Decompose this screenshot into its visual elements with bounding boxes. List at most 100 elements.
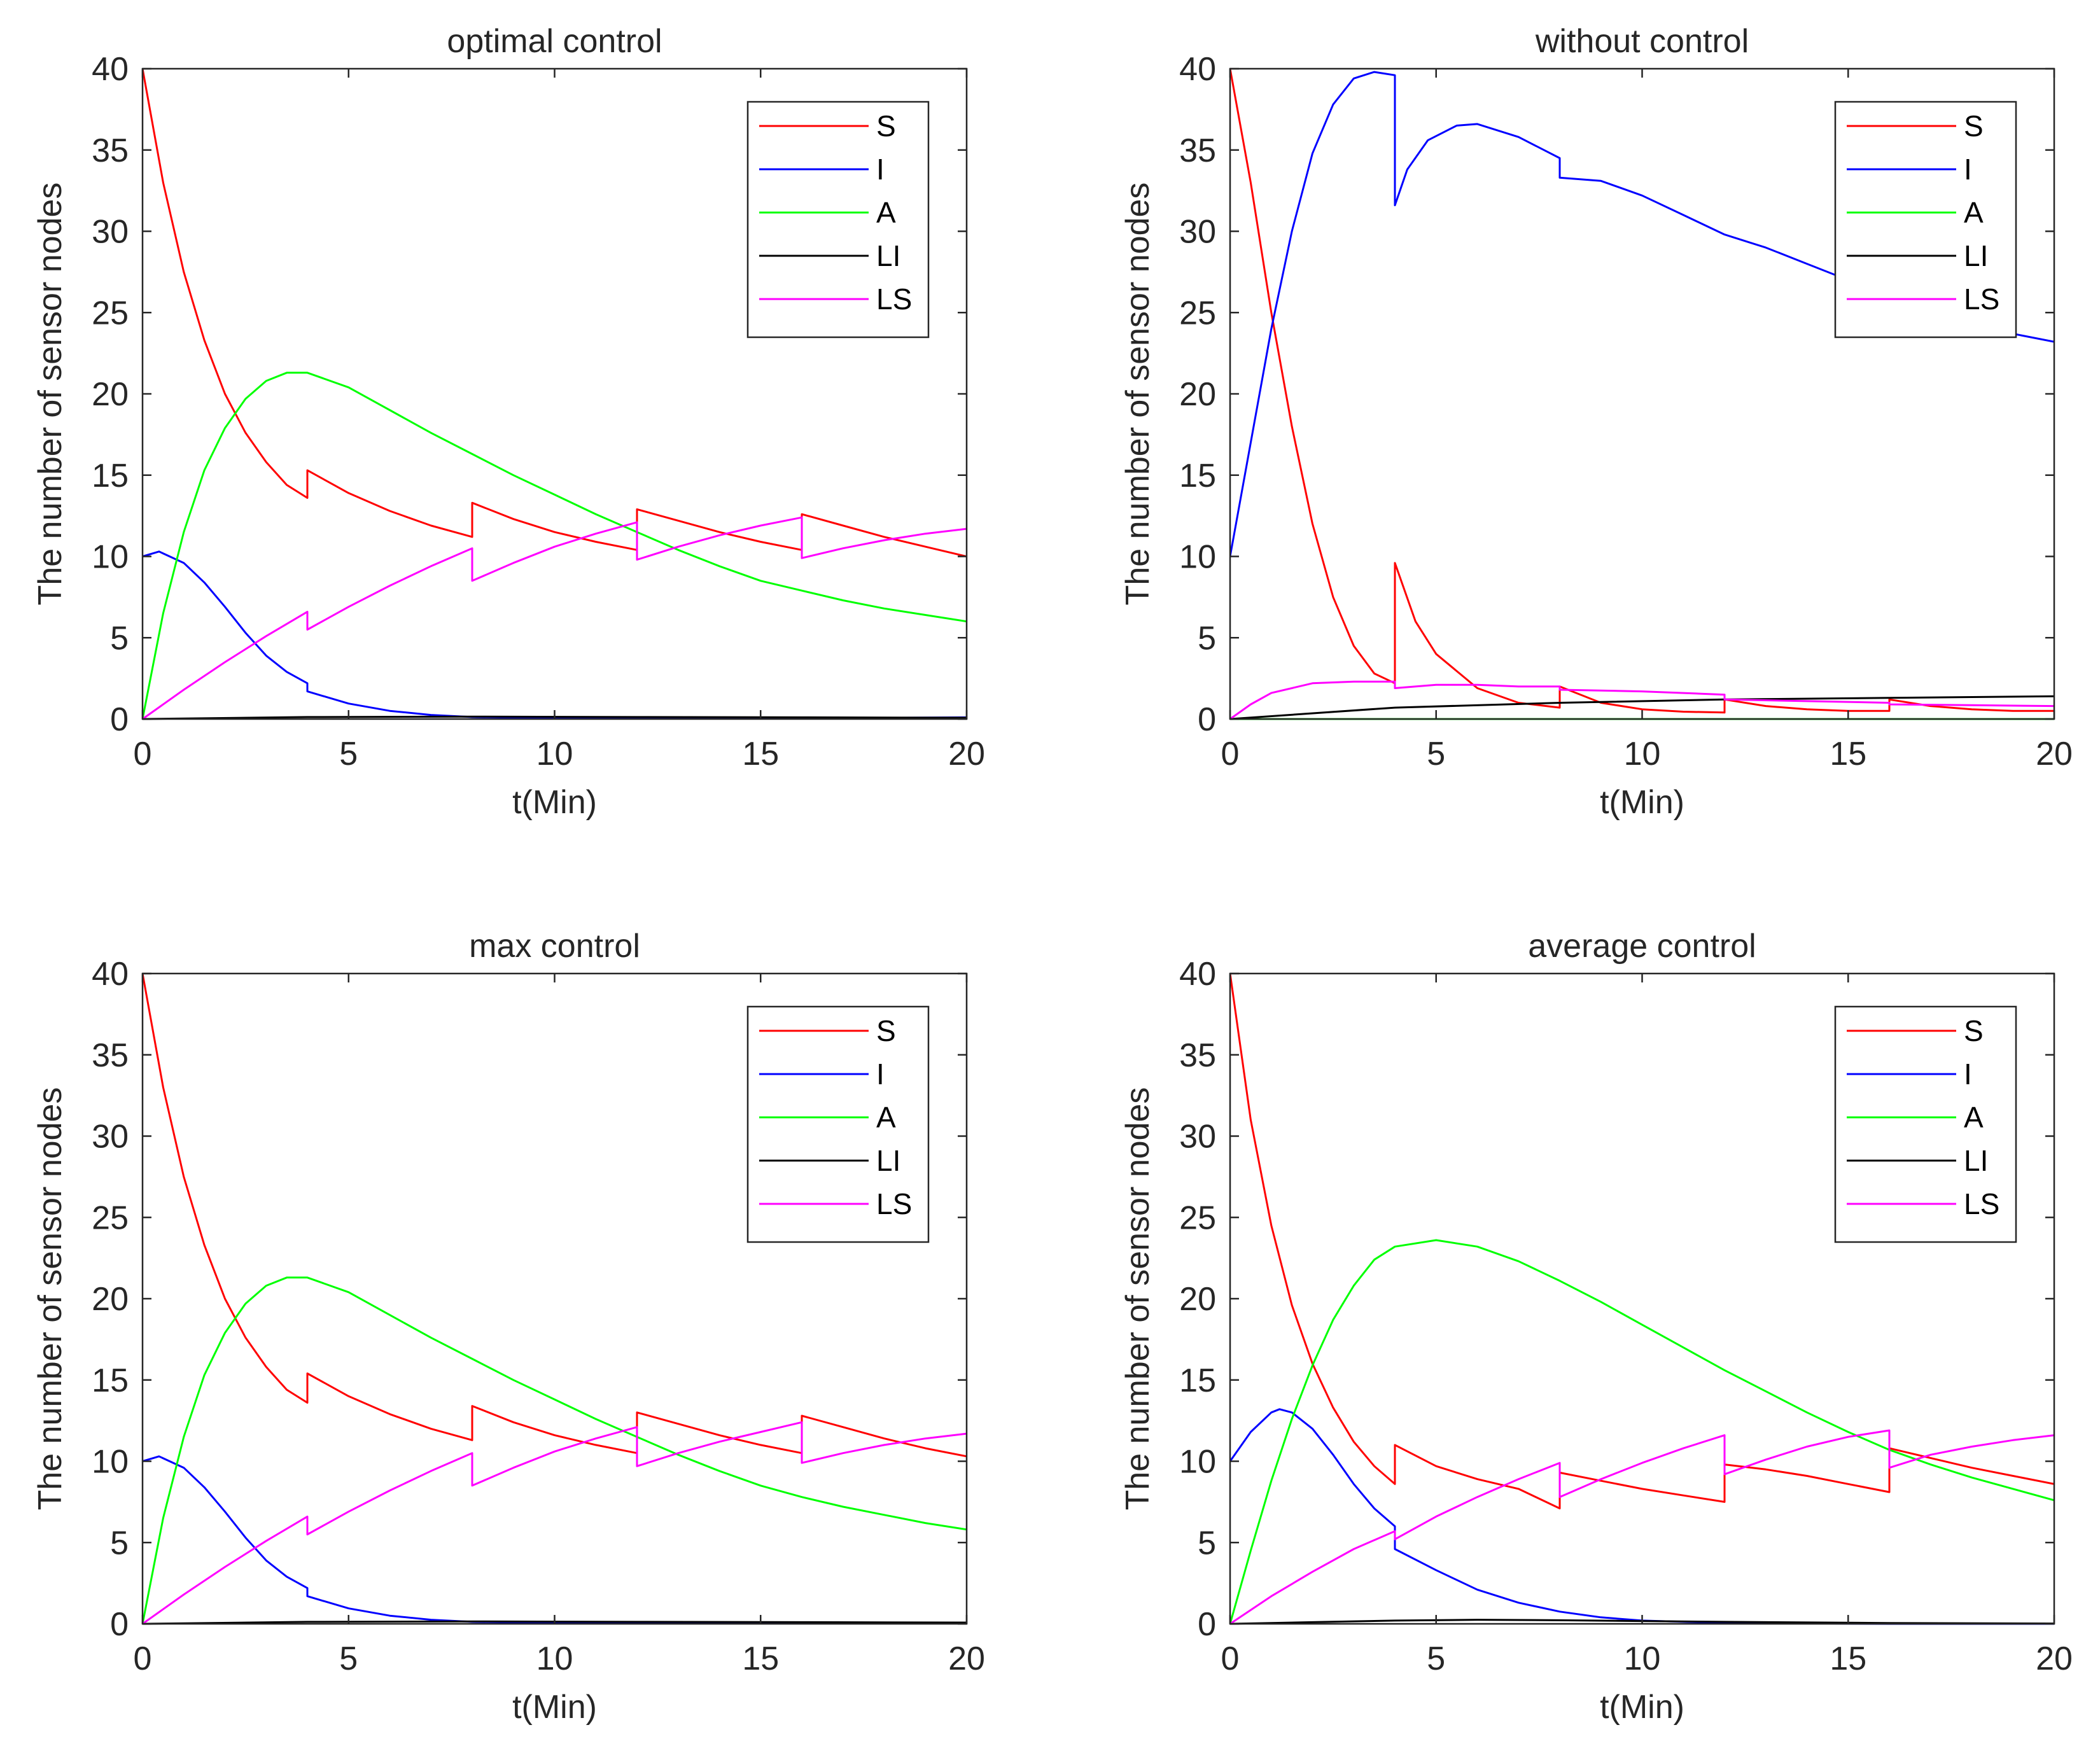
y-tick-label: 30	[1179, 1119, 1216, 1156]
chart-title: without control	[1535, 23, 1749, 60]
legend-label-a: A	[876, 196, 896, 229]
y-axis-label: The number of sensor nodes	[1119, 1087, 1156, 1511]
x-tick-label: 5	[339, 736, 358, 772]
legend: SIA LI LS	[746, 101, 930, 339]
series-line-a	[143, 1276, 967, 1624]
y-axis-label: The number of sensor nodes	[32, 1087, 69, 1511]
chart-panel-2: 0 5 10 15 20 0 5 10 15 20 25 30 35 40 without control t…	[1119, 23, 2073, 821]
y-tick-label: 35	[1179, 132, 1216, 169]
legend-label-ls: LS	[876, 283, 912, 316]
legend: SIA LI LS	[746, 1005, 930, 1243]
y-tick-label: 35	[92, 1037, 129, 1074]
legend: SIA LI LS	[1834, 101, 2017, 339]
chart-title: max control	[469, 928, 640, 965]
x-axis-label: t(Min)	[1600, 1689, 1684, 1726]
legend-label-a: A	[876, 1101, 896, 1134]
y-tick-label: 35	[92, 132, 129, 169]
legend-label-li: LI	[1964, 1144, 1988, 1177]
y-tick-label: 30	[1179, 214, 1216, 251]
y-tick-label: 30	[92, 214, 129, 251]
y-tick-label: 0	[1198, 1606, 1216, 1643]
x-tick-label: 10	[1624, 736, 1661, 772]
x-tick-label: 15	[1830, 1640, 1866, 1677]
chart-title: average control	[1528, 928, 1756, 965]
legend-box	[746, 1005, 930, 1243]
legend-label-s: S	[876, 109, 896, 143]
x-tick-label: 15	[742, 1640, 779, 1677]
legend-label-ls: LS	[1964, 283, 1999, 316]
x-tick-label: 20	[2036, 1640, 2073, 1677]
y-axis-label: The number of sensor nodes	[1119, 183, 1156, 606]
legend-box	[1834, 1005, 2017, 1243]
y-tick-label: 35	[1179, 1037, 1216, 1074]
y-tick-label: 5	[1198, 1525, 1216, 1561]
x-tick-label: 20	[2036, 736, 2073, 772]
x-tick-label: 0	[134, 1640, 152, 1677]
series-line-ls	[143, 516, 967, 720]
legend-label-i: I	[1964, 1058, 1972, 1091]
y-tick-label: 10	[1179, 1444, 1216, 1481]
y-tick-label: 20	[1179, 1281, 1216, 1318]
series-line-a	[143, 372, 967, 720]
x-tick-label: 10	[536, 1640, 573, 1677]
legend-label-ls: LS	[876, 1187, 912, 1220]
x-tick-label: 15	[1830, 736, 1866, 772]
y-tick-label: 5	[1198, 620, 1216, 657]
legend-label-i: I	[876, 153, 885, 186]
y-tick-label: 15	[92, 457, 129, 494]
y-tick-label: 25	[92, 1199, 129, 1236]
y-tick-label: 30	[92, 1119, 129, 1156]
y-tick-label: 20	[1179, 376, 1216, 413]
series-line-ls	[143, 1421, 967, 1625]
legend-label-ls: LS	[1964, 1187, 1999, 1220]
x-axis-label: t(Min)	[512, 1689, 597, 1726]
series-line-ls	[1230, 680, 2054, 720]
y-tick-label: 20	[92, 376, 129, 413]
y-tick-label: 40	[92, 51, 129, 88]
y-tick-label: 20	[92, 1281, 129, 1318]
legend-label-a: A	[1964, 196, 1984, 229]
x-tick-label: 5	[339, 1640, 358, 1677]
y-tick-label: 15	[1179, 457, 1216, 494]
legend-label-i: I	[1964, 153, 1972, 186]
legend-label-s: S	[876, 1014, 896, 1047]
legend: SIA LI LS	[1834, 1005, 2017, 1243]
x-tick-label: 0	[1221, 736, 1240, 772]
y-tick-label: 5	[110, 620, 129, 657]
x-tick-label: 0	[134, 736, 152, 772]
y-tick-label: 25	[92, 295, 129, 332]
chart-panel-3: 0 5 10 15 20 0 5 10 15 20 25 30 35 40 max control t(Min…	[32, 928, 985, 1726]
y-tick-label: 40	[92, 956, 129, 993]
y-tick-label: 10	[92, 1444, 129, 1481]
legend-label-li: LI	[876, 239, 900, 272]
y-tick-label: 0	[110, 1606, 129, 1643]
x-tick-label: 5	[1427, 1640, 1445, 1677]
x-axis-label: t(Min)	[512, 784, 597, 821]
chart-panel-4: 0 5 10 15 20 0 5 10 15 20 25 30 35 40 average control t…	[1119, 928, 2073, 1726]
y-tick-label: 5	[110, 1525, 129, 1561]
legend-label-i: I	[876, 1058, 885, 1091]
y-tick-label: 40	[1179, 51, 1216, 88]
series-line-li	[1230, 1619, 2054, 1625]
x-tick-label: 10	[1624, 1640, 1661, 1677]
legend-label-li: LI	[876, 1144, 900, 1177]
legend-box	[746, 101, 930, 339]
x-tick-label: 10	[536, 736, 573, 772]
x-axis-label: t(Min)	[1600, 784, 1684, 821]
x-tick-label: 0	[1221, 1640, 1240, 1677]
y-tick-label: 15	[92, 1362, 129, 1399]
series-line-ls	[1230, 1429, 2054, 1625]
x-tick-label: 20	[948, 736, 985, 772]
y-tick-label: 10	[1179, 539, 1216, 576]
legend-label-s: S	[1964, 1014, 1984, 1047]
y-tick-label: 0	[110, 701, 129, 738]
y-axis-label: The number of sensor nodes	[32, 183, 69, 606]
legend-box	[1834, 101, 2017, 339]
legend-label-li: LI	[1964, 239, 1988, 272]
y-tick-label: 0	[1198, 701, 1216, 738]
series-group	[1230, 973, 2054, 1625]
chart-panel-1: 0 5 10 15 20 0 5 10 15 20 25 30 35 40 optimal control t…	[32, 23, 985, 821]
x-tick-label: 5	[1427, 736, 1445, 772]
legend-label-s: S	[1964, 109, 1984, 143]
